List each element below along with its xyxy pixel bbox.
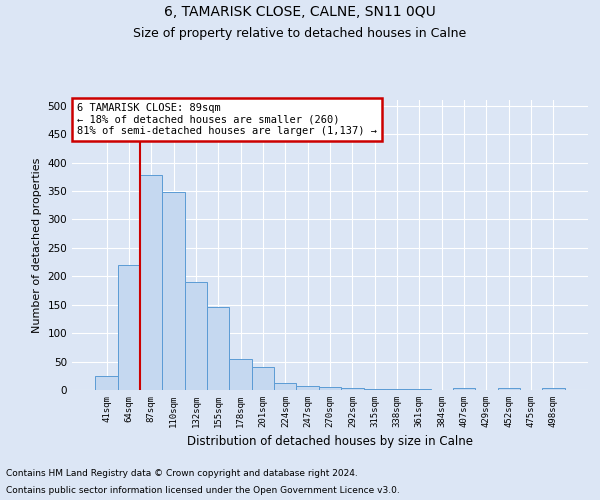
Bar — [497, 388, 520, 390]
Text: Size of property relative to detached houses in Calne: Size of property relative to detached ho… — [133, 28, 467, 40]
Text: Distribution of detached houses by size in Calne: Distribution of detached houses by size … — [187, 435, 473, 448]
Text: 6 TAMARISK CLOSE: 89sqm
← 18% of detached houses are smaller (260)
81% of semi-d: 6 TAMARISK CLOSE: 89sqm ← 18% of detache… — [77, 103, 377, 136]
Bar — [542, 388, 565, 390]
Bar — [163, 192, 185, 390]
Bar — [229, 360, 252, 390]
Bar — [341, 388, 364, 390]
Bar — [185, 282, 207, 390]
Bar — [207, 307, 229, 390]
Bar — [319, 387, 341, 390]
Bar — [95, 376, 118, 390]
Bar — [252, 368, 274, 390]
Text: 6, TAMARISK CLOSE, CALNE, SN11 0QU: 6, TAMARISK CLOSE, CALNE, SN11 0QU — [164, 5, 436, 19]
Bar — [296, 386, 319, 390]
Bar — [140, 175, 163, 390]
Bar — [274, 383, 296, 390]
Bar — [118, 265, 140, 390]
Text: Contains public sector information licensed under the Open Government Licence v3: Contains public sector information licen… — [6, 486, 400, 495]
Bar — [453, 388, 475, 390]
Text: Contains HM Land Registry data © Crown copyright and database right 2024.: Contains HM Land Registry data © Crown c… — [6, 468, 358, 477]
Y-axis label: Number of detached properties: Number of detached properties — [32, 158, 42, 332]
